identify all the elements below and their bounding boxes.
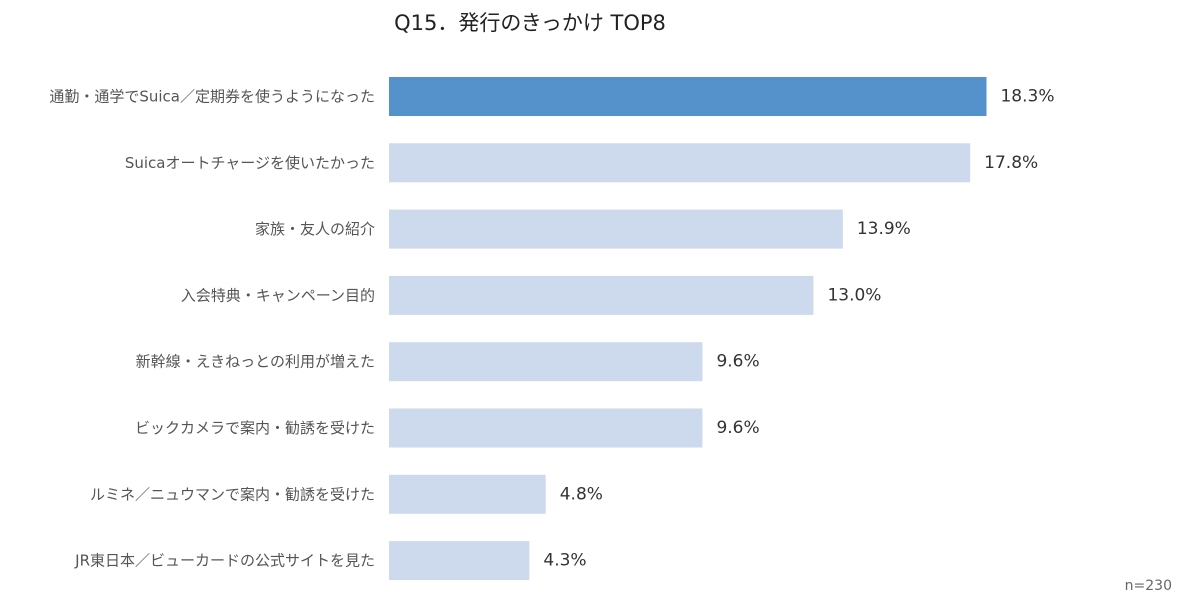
value-label-2: 17.8% [984, 153, 1038, 173]
value-label-8: 4.3% [543, 551, 586, 571]
bar-7 [389, 474, 546, 514]
value-label-1: 18.3% [1000, 87, 1054, 107]
value-label-7: 4.8% [560, 484, 603, 504]
value-label-5: 9.6% [716, 352, 759, 372]
chart-title: Q15．発行のきっかけ TOP8 [394, 11, 666, 35]
bar-5 [389, 342, 703, 382]
value-label-3: 13.9% [857, 219, 911, 239]
category-label-6: ビックカメラで案内・勧誘を受けた [135, 419, 375, 437]
bar-3 [389, 209, 843, 249]
category-label-5: 新幹線・えきねっとの利用が増えた [136, 353, 375, 371]
category-label-3: 家族・友人の紹介 [255, 220, 375, 238]
bar-1 [389, 77, 987, 116]
bar-2 [389, 143, 971, 183]
category-label-2: Suicaオートチャージを使いたかった [125, 154, 375, 172]
category-label-8: JR東日本／ビューカードの公式サイトを見た [74, 552, 375, 570]
bar-8 [389, 541, 530, 581]
bars-group: 通勤・通学でSuica／定期券を使うようになった 18.3% Suicaオートチャー… [49, 77, 1055, 581]
bar-4 [389, 275, 814, 315]
category-label-7: ルミネ／ニュウマンで案内・勧誘を受けた [90, 485, 375, 503]
category-label-4: 入会特典・キャンペーン目的 [181, 286, 375, 304]
bar-6 [389, 408, 703, 448]
value-label-4: 13.0% [827, 285, 881, 305]
value-label-6: 9.6% [716, 418, 759, 438]
category-label-1: 通勤・通学でSuica／定期券を使うようになった [49, 88, 375, 106]
sample-size-note: n=230 [1125, 578, 1172, 594]
